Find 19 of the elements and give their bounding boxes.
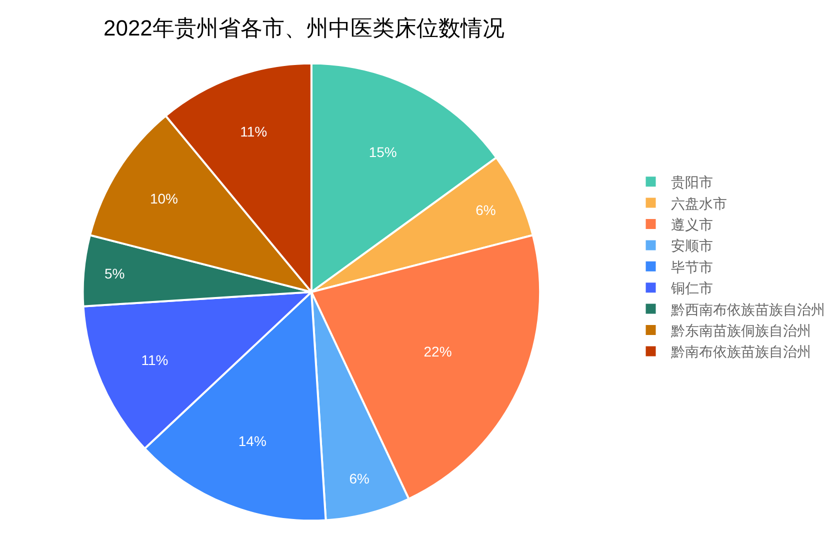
data-label: 5% — [104, 265, 125, 282]
data-label: 11% — [240, 123, 268, 140]
data-label: 6% — [349, 470, 370, 487]
legend-label: 安顺市 — [670, 238, 713, 254]
data-label: 22% — [424, 343, 452, 360]
chart-title: 2022年贵州省各市、州中医类床位数情况 — [103, 16, 504, 41]
data-label: 10% — [150, 190, 178, 206]
legend-label: 黔南布依族苗族自治州 — [670, 344, 811, 360]
data-label: 11% — [141, 352, 168, 368]
legend-label: 遵义市 — [670, 216, 713, 232]
legend-label: 毕节市 — [670, 258, 713, 275]
data-label: 6% — [476, 202, 496, 218]
legend-label: 黔西南布依族苗族自治州 — [670, 301, 825, 318]
legend-label: 黔东南苗族侗族自治州 — [670, 322, 811, 338]
legend-label: 贵阳市 — [670, 174, 713, 190]
legend-label: 六盘水市 — [670, 195, 727, 212]
legend-label: 铜仁市 — [670, 280, 713, 296]
data-label: 15% — [368, 144, 397, 160]
data-label: 14% — [238, 433, 266, 450]
